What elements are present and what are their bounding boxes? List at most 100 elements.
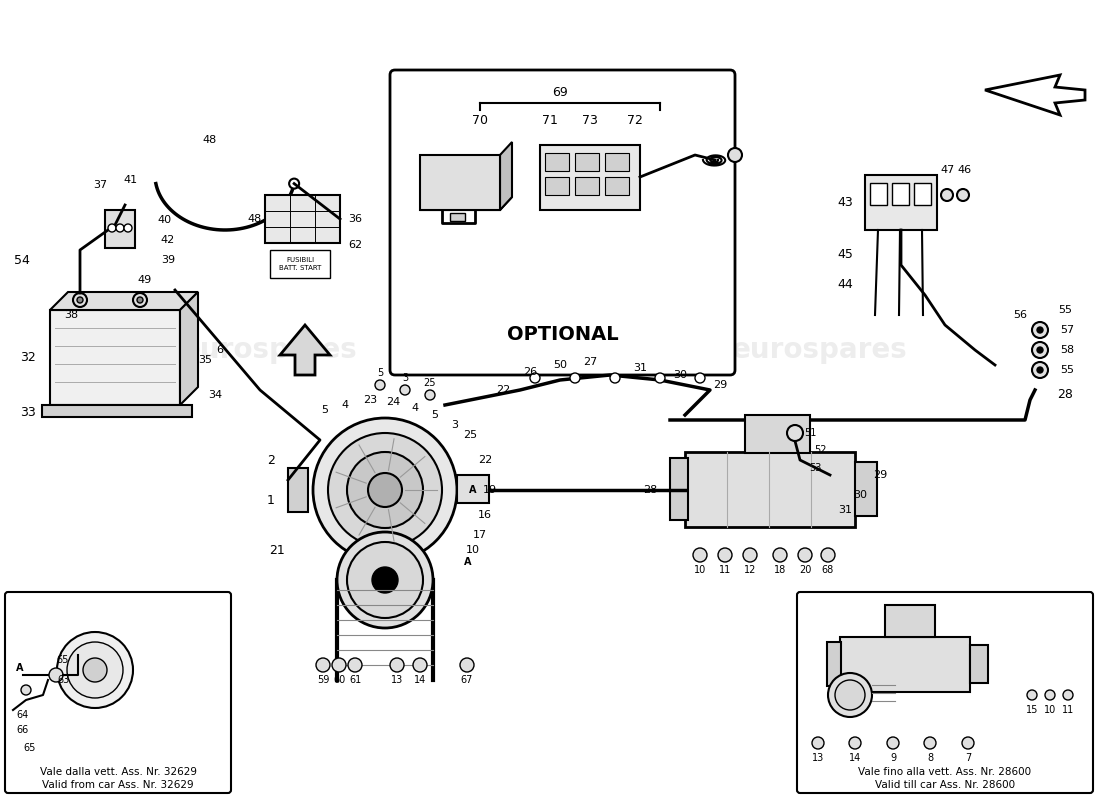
Text: 61: 61 [349,675,361,685]
Text: 44: 44 [837,278,852,291]
Circle shape [610,373,620,383]
Text: A: A [464,557,472,567]
Circle shape [693,548,707,562]
Text: 30: 30 [852,490,867,500]
Text: 64: 64 [16,710,29,720]
Text: 13: 13 [390,675,403,685]
Text: 5: 5 [377,368,383,378]
Circle shape [940,189,953,201]
Text: 50: 50 [553,360,566,370]
Text: 27: 27 [583,357,597,367]
Text: 65: 65 [57,655,69,665]
Circle shape [654,373,666,383]
Circle shape [400,385,410,395]
Text: 60: 60 [333,675,345,685]
Text: 35: 35 [198,355,212,365]
Bar [50,310,180,405]
Text: Vale fino alla vett. Ass. Nr. 28600: Vale fino alla vett. Ass. Nr. 28600 [858,767,1032,777]
Polygon shape [984,75,1085,115]
Circle shape [957,189,969,201]
Text: eurospares: eurospares [532,256,708,284]
Text: Valid from car Ass. Nr. 32629: Valid from car Ass. Nr. 32629 [42,780,194,790]
Bar [605,177,629,195]
Circle shape [108,224,115,232]
Polygon shape [420,197,512,210]
Text: 63: 63 [57,675,69,685]
Text: 34: 34 [208,390,222,400]
Text: 56: 56 [1013,310,1027,320]
Text: 15: 15 [1026,705,1038,715]
Circle shape [798,548,812,562]
Circle shape [962,737,974,749]
Text: 26: 26 [522,367,537,377]
Circle shape [21,685,31,695]
Text: 7: 7 [965,753,971,763]
Circle shape [1032,342,1048,358]
Circle shape [289,178,299,189]
Text: 48: 48 [248,214,262,224]
Bar [840,637,970,692]
Circle shape [346,452,424,528]
Circle shape [337,532,433,628]
Circle shape [887,737,899,749]
Polygon shape [280,325,330,375]
Text: 49: 49 [138,275,152,285]
Text: 59: 59 [317,675,329,685]
Text: 21: 21 [270,543,285,557]
Text: 31: 31 [632,363,647,373]
FancyBboxPatch shape [798,592,1093,793]
Text: 36: 36 [348,214,362,224]
Bar [870,183,887,205]
Circle shape [67,642,123,698]
Circle shape [718,548,732,562]
Circle shape [695,373,705,383]
Text: 29: 29 [713,380,727,390]
Text: 18: 18 [774,565,786,575]
Text: 65: 65 [24,743,36,753]
Text: 52: 52 [814,445,826,455]
Text: 20: 20 [799,565,811,575]
Circle shape [82,658,107,682]
Text: 14: 14 [849,753,861,763]
Text: 46: 46 [957,165,971,175]
Circle shape [1037,347,1043,353]
Circle shape [412,658,427,672]
Bar [865,175,937,230]
Text: A: A [16,663,23,673]
Circle shape [425,390,435,400]
Text: eurospares: eurospares [733,336,908,364]
Circle shape [368,473,402,507]
Circle shape [828,673,872,717]
Text: 38: 38 [64,310,78,320]
Circle shape [812,737,824,749]
Text: 53: 53 [808,463,822,473]
Circle shape [773,548,786,562]
Circle shape [1063,690,1072,700]
Text: 23: 23 [363,395,377,405]
Circle shape [570,373,580,383]
Text: 25: 25 [424,378,437,388]
Polygon shape [500,142,512,210]
Circle shape [835,680,865,710]
Text: 55: 55 [1058,305,1072,315]
Bar [892,183,909,205]
Circle shape [1032,362,1048,378]
Text: 37: 37 [92,180,107,190]
Text: 4: 4 [341,400,349,410]
Text: 69: 69 [552,86,568,99]
FancyBboxPatch shape [6,592,231,793]
Bar [42,405,192,417]
Circle shape [924,737,936,749]
Bar [685,452,855,527]
Text: 19: 19 [483,485,497,495]
Circle shape [314,418,456,562]
Text: 12: 12 [744,565,756,575]
Text: 8: 8 [927,753,933,763]
Circle shape [530,373,540,383]
Circle shape [124,224,132,232]
Text: 67: 67 [461,675,473,685]
Text: 62: 62 [348,240,362,250]
Circle shape [1045,690,1055,700]
Text: 48: 48 [202,135,217,145]
Circle shape [138,297,143,303]
